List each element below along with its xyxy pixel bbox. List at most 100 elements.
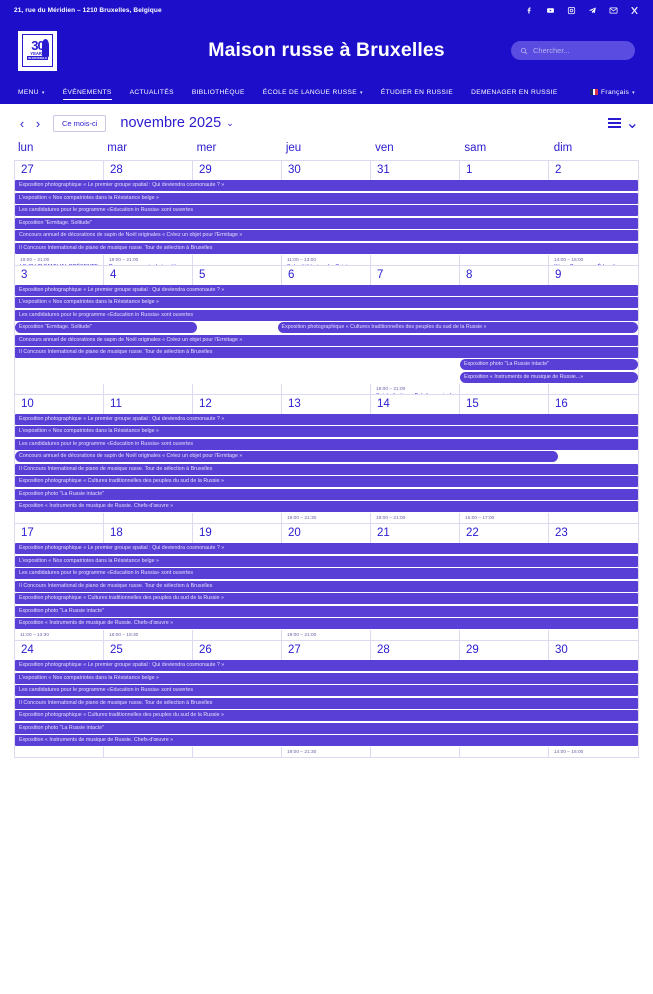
day-number[interactable]: 16 — [555, 397, 568, 410]
day-number[interactable]: 29 — [460, 641, 549, 660]
day-cell[interactable]: 11:00 – 13:30 Conférence en ligne avec l'… — [15, 630, 104, 640]
day-cell[interactable] — [460, 747, 549, 757]
this-month-button[interactable]: Ce mois-ci — [53, 114, 107, 132]
multiday-event-bar[interactable]: Les candidatures pour le programme «Educ… — [15, 568, 638, 579]
multiday-event-bar[interactable]: Exposition photo "La Russie intacte" — [15, 488, 638, 500]
multiday-event-bar[interactable]: Exposition photographique « Le premier g… — [15, 180, 638, 191]
multiday-event-bar[interactable]: Les candidatures pour le programme «Educ… — [15, 438, 638, 450]
calendar-event[interactable]: 19:00 – 21:00LE CLUB FAMILIAL PRÉSENTE :… — [20, 258, 99, 265]
day-number[interactable]: 2 — [555, 164, 562, 176]
search-box[interactable] — [511, 41, 635, 60]
multiday-event-bar[interactable]: Les candidatures pour le programme «Educ… — [15, 685, 638, 696]
day-cell[interactable]: 19:00 – 21:00 Concert « Deux ailes : spir… — [282, 630, 371, 640]
day-number[interactable]: 9 — [555, 268, 562, 281]
multiday-event-bar[interactable]: L'exposition « Nos compatriotes dans la … — [15, 672, 638, 684]
day-cell[interactable] — [15, 513, 104, 523]
multiday-event-bar[interactable]: L'exposition « Nos compatriotes dans la … — [15, 297, 638, 308]
multiday-event-bar[interactable]: L'exposition « Nos compatriotes dans la … — [15, 555, 638, 567]
day-cell[interactable] — [193, 383, 282, 394]
multiday-event-bar[interactable]: Exposition photographique « Le premier g… — [15, 284, 638, 296]
calendar-event[interactable]: 19:00 – 21:30 Ciné-club « Classiques » : … — [287, 516, 366, 523]
multiday-event-bar[interactable]: L'exposition « Nos compatriotes dans la … — [15, 192, 638, 204]
day-cell[interactable]: 18:00 – 21:00Soirée festive « Palette mu… — [371, 383, 460, 394]
day-cell[interactable] — [193, 630, 282, 640]
prev-month-button[interactable]: ‹ — [19, 115, 25, 131]
day-number[interactable]: 28 — [371, 641, 460, 660]
nav-item-ecole-de-langue-russe[interactable]: ÉCOLE DE LANGUE RUSSE ▾ — [254, 80, 372, 104]
calendar-event[interactable]: 15:00 – 17:00 La Russie — une seule famil… — [465, 516, 544, 523]
search-input[interactable] — [533, 46, 626, 55]
multiday-event-bar[interactable]: II Concours International de piano de mu… — [15, 463, 638, 475]
next-month-button[interactable]: › — [35, 115, 41, 131]
nav-item-actualites[interactable]: ACTUALITÉS — [121, 80, 183, 104]
multiday-event-bar[interactable]: Exposition photographique « Le premier g… — [15, 413, 638, 425]
multiday-event-bar[interactable]: Exposition photographique « Le premier g… — [15, 543, 638, 554]
day-cell[interactable] — [460, 383, 549, 394]
day-number[interactable]: 10 — [15, 394, 104, 414]
day-cell[interactable] — [282, 383, 371, 394]
calendar-event[interactable]: 11:00 – 13:30 Conférence en ligne avec l'… — [20, 633, 99, 640]
day-number[interactable]: 24 — [15, 641, 104, 660]
facebook-icon[interactable] — [525, 6, 534, 15]
day-number[interactable]: 7 — [371, 265, 460, 285]
calendar-event[interactable]: 18:00 – 21:00Soirée festive « Palette mu… — [376, 387, 455, 394]
day-number[interactable]: 15 — [460, 394, 549, 414]
day-cell[interactable]: 19:00 – 21:00Programme musical et poétiq… — [104, 254, 193, 265]
multiday-event-bar[interactable]: Concours annuel de décorations de sapin … — [15, 451, 558, 462]
youtube-icon[interactable] — [546, 6, 555, 15]
multiday-event-bar[interactable]: II Concours International de piano de mu… — [15, 697, 638, 709]
multiday-event-bar[interactable]: Exposition photo "La Russie intacte" — [460, 359, 638, 370]
calendar-event[interactable]: 14:00 – 16:00 Ciné-club Famille : «LE MAG… — [554, 750, 634, 757]
day-cell[interactable] — [193, 254, 282, 265]
calendar-event[interactable]: 11:00 – 13:00Salon Littéraire : La Cuisi… — [287, 258, 366, 265]
multiday-event-bar[interactable]: Concours annuel de décorations de sapin … — [15, 334, 638, 346]
day-cell[interactable]: 11:00 – 13:00Salon Littéraire : La Cuisi… — [282, 254, 371, 265]
day-number[interactable]: 4 — [104, 265, 193, 285]
multiday-event-bar[interactable]: Exposition photographique « Cultures tra… — [15, 710, 638, 721]
multiday-event-bar[interactable]: Exposition photographique « Cultures tra… — [277, 322, 638, 333]
multiday-event-bar[interactable]: L'exposition « Nos compatriotes dans la … — [15, 426, 638, 437]
day-number[interactable]: 29 — [193, 161, 282, 180]
day-cell[interactable] — [549, 513, 638, 523]
day-number[interactable]: 12 — [193, 394, 282, 414]
calendar-event[interactable]: 19:00 – 21:00Programme musical et poétiq… — [109, 258, 188, 265]
multiday-event-bar[interactable]: Exposition « Instruments de musique de R… — [15, 618, 638, 629]
calendar-month-title[interactable]: novembre 2025 ⌄ — [120, 115, 233, 131]
day-number[interactable]: 13 — [282, 394, 371, 414]
day-number[interactable]: 23 — [555, 527, 568, 539]
day-number[interactable]: 5 — [193, 265, 282, 285]
day-cell[interactable]: 19:00 – 21:00LE CLUB FAMILIAL PRÉSENTE :… — [15, 254, 104, 265]
day-cell[interactable]: 19:00 – 21:30 Ciné-club « Classiques » : … — [282, 513, 371, 523]
day-number[interactable]: 3 — [15, 265, 104, 285]
day-number[interactable]: 30 — [555, 644, 568, 656]
multiday-event-bar[interactable]: Exposition « Instruments de musique de R… — [15, 735, 638, 746]
day-cell[interactable] — [193, 747, 282, 757]
day-number[interactable]: 18 — [104, 524, 193, 543]
calendar-event[interactable]: 19:00 – 21:00 Soirée Littéraire Dédiée à … — [376, 516, 455, 523]
calendar-event[interactable]: 19:00 – 21:00 Concert « Deux ailes : spir… — [287, 633, 366, 640]
language-selector[interactable]: Français ▾ — [581, 80, 635, 104]
nav-item-bibliotheque[interactable]: BIBLIOTHÈQUE — [183, 80, 254, 104]
view-switcher[interactable]: ⌄ — [607, 113, 639, 133]
day-number[interactable]: 17 — [15, 524, 104, 543]
day-number[interactable]: 27 — [282, 641, 371, 660]
multiday-event-bar[interactable]: II Concours International de piano de mu… — [15, 347, 638, 358]
calendar-event[interactable]: 14:00 – 15:00Xème Campagne Éducative Ann… — [554, 258, 634, 265]
multiday-event-bar[interactable]: Les candidatures pour le programme «Educ… — [15, 205, 638, 216]
email-icon[interactable] — [609, 6, 618, 15]
day-cell[interactable] — [371, 747, 460, 757]
multiday-event-bar[interactable]: Exposition « Instruments de musique de R… — [460, 371, 638, 383]
day-cell[interactable] — [104, 383, 193, 394]
telegram-icon[interactable] — [588, 6, 597, 15]
day-cell[interactable]: 14:00 – 15:00Xème Campagne Éducative Ann… — [549, 255, 638, 265]
day-cell[interactable] — [549, 384, 638, 394]
day-cell[interactable]: 15:00 – 17:00 La Russie — une seule famil… — [460, 513, 549, 523]
day-cell[interactable] — [460, 254, 549, 265]
calendar-event[interactable]: 19:00 – 21:30 Ciné-club « Première » : « … — [287, 750, 366, 757]
day-number[interactable]: 1 — [460, 161, 549, 180]
day-number[interactable]: 31 — [371, 161, 460, 180]
nav-item-menu[interactable]: MENU ▾ — [18, 80, 54, 104]
day-number[interactable]: 30 — [282, 161, 371, 180]
day-cell[interactable]: 16:00 – 19:30 Journée des Musées EN LIGNE… — [104, 630, 193, 640]
day-number[interactable]: 19 — [193, 524, 282, 543]
